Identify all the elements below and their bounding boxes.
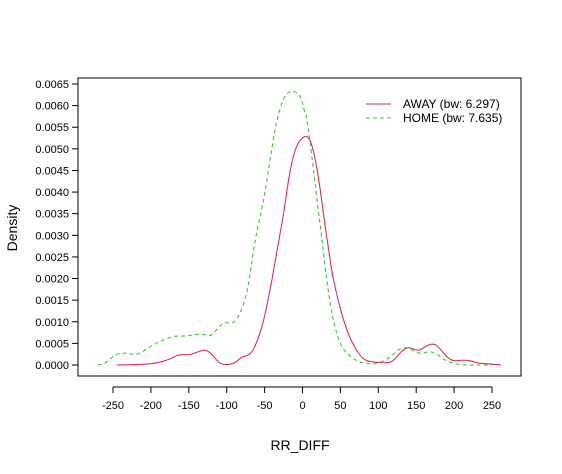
series-line-home bbox=[97, 90, 492, 366]
y-tick-label: 0.0045 bbox=[35, 165, 69, 177]
y-tick-label: 0.0000 bbox=[35, 360, 69, 372]
x-axis: -250 -200 -150 -100 -50 0 50 100 150 200 250 bbox=[102, 386, 501, 412]
y-tick-label: 0.0050 bbox=[35, 144, 69, 156]
x-tick-label: -100 bbox=[216, 400, 238, 412]
y-axis-title: Density bbox=[4, 205, 20, 252]
x-tick-label: 0 bbox=[299, 400, 305, 412]
y-tick-label: 0.0055 bbox=[35, 122, 69, 134]
y-tick-label: 0.0010 bbox=[35, 317, 69, 329]
y-axis: 0.0000 0.0005 0.0010 0.0015 0.0020 0.0025 0.00… bbox=[35, 79, 79, 372]
y-tick-label: 0.0060 bbox=[35, 101, 69, 113]
x-tick-label: -150 bbox=[178, 400, 200, 412]
y-tick-label: 0.0030 bbox=[35, 230, 69, 242]
x-tick-label: -250 bbox=[102, 400, 124, 412]
y-tick-label: 0.0015 bbox=[35, 295, 69, 307]
x-tick-label: 100 bbox=[369, 400, 387, 412]
legend-label-home: HOME (bw: 7.635) bbox=[403, 111, 502, 125]
y-tick-label: 0.0020 bbox=[35, 274, 69, 286]
x-tick-label: 150 bbox=[407, 400, 425, 412]
series-layer bbox=[97, 90, 502, 366]
y-tick-label: 0.0025 bbox=[35, 252, 69, 264]
x-tick-label: 50 bbox=[334, 400, 346, 412]
x-tick-label: 200 bbox=[445, 400, 463, 412]
y-tick-label: 0.0040 bbox=[35, 187, 69, 199]
x-tick-label: -200 bbox=[140, 400, 162, 412]
series-line-away bbox=[116, 135, 502, 366]
x-axis-title: RR_DIFF bbox=[270, 437, 329, 453]
y-tick-label: 0.0035 bbox=[35, 209, 69, 221]
x-tick-label: -50 bbox=[257, 400, 273, 412]
legend-label-away: AWAY (bw: 6.297) bbox=[403, 97, 500, 111]
legend: AWAY (bw: 6.297)HOME (bw: 7.635) bbox=[366, 97, 502, 125]
y-tick-label: 0.0065 bbox=[35, 79, 69, 91]
x-tick-label: 250 bbox=[483, 400, 501, 412]
y-tick-label: 0.0005 bbox=[35, 338, 69, 350]
